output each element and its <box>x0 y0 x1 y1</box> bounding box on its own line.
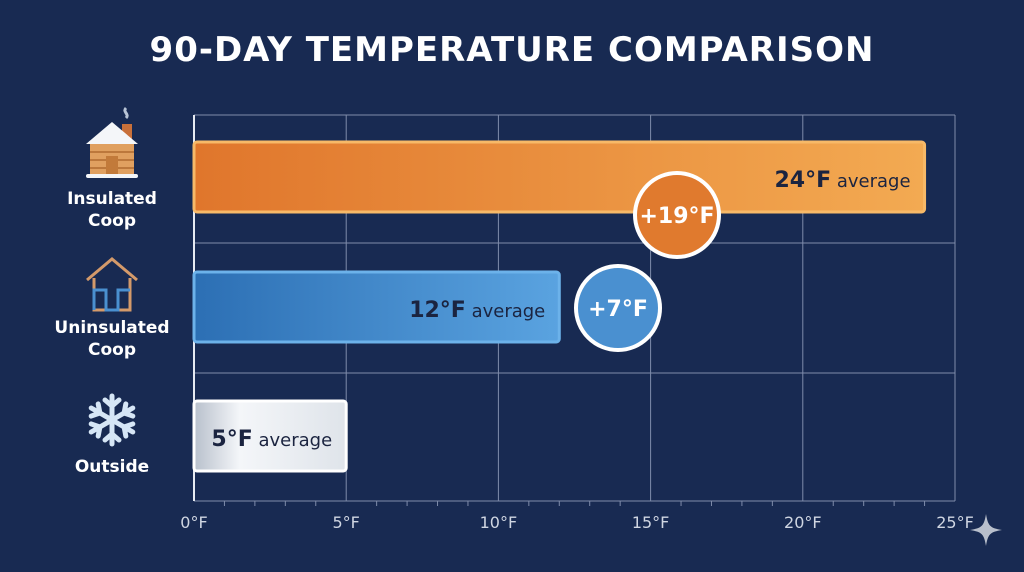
data-label: 12°F average <box>409 298 545 323</box>
data-label: 24°F average <box>774 168 910 193</box>
sparkle-icon <box>970 514 1002 546</box>
data-label: 5°F average <box>211 427 332 452</box>
bar-outside <box>192 399 348 473</box>
x-tick-label: 25°F <box>936 513 974 532</box>
x-tick-label: 15°F <box>632 513 670 532</box>
snowy-cabin-icon <box>86 106 138 178</box>
x-tick-label: 5°F <box>333 513 360 532</box>
bar-insulated-coop <box>192 140 927 214</box>
category-label-insulated: Insulated Coop <box>67 189 157 231</box>
category-label-uninsulated: Uninsulated Coop <box>54 318 170 360</box>
bar-uninsulated-coop <box>192 270 561 344</box>
x-tick-label: 0°F <box>180 513 207 532</box>
x-tick-label: 20°F <box>784 513 822 532</box>
difference-badge <box>633 171 721 259</box>
difference-badge-label: +7°F <box>588 297 648 322</box>
chart-title: 90-DAY TEMPERATURE COMPARISON <box>149 30 875 70</box>
x-tick-label: 10°F <box>480 513 518 532</box>
snowflake-icon <box>84 393 140 448</box>
difference-badge <box>574 264 662 352</box>
category-label-outside: Outside <box>74 457 150 477</box>
house-outline-icon <box>86 257 138 312</box>
difference-badge-label: +19°F <box>639 204 714 229</box>
